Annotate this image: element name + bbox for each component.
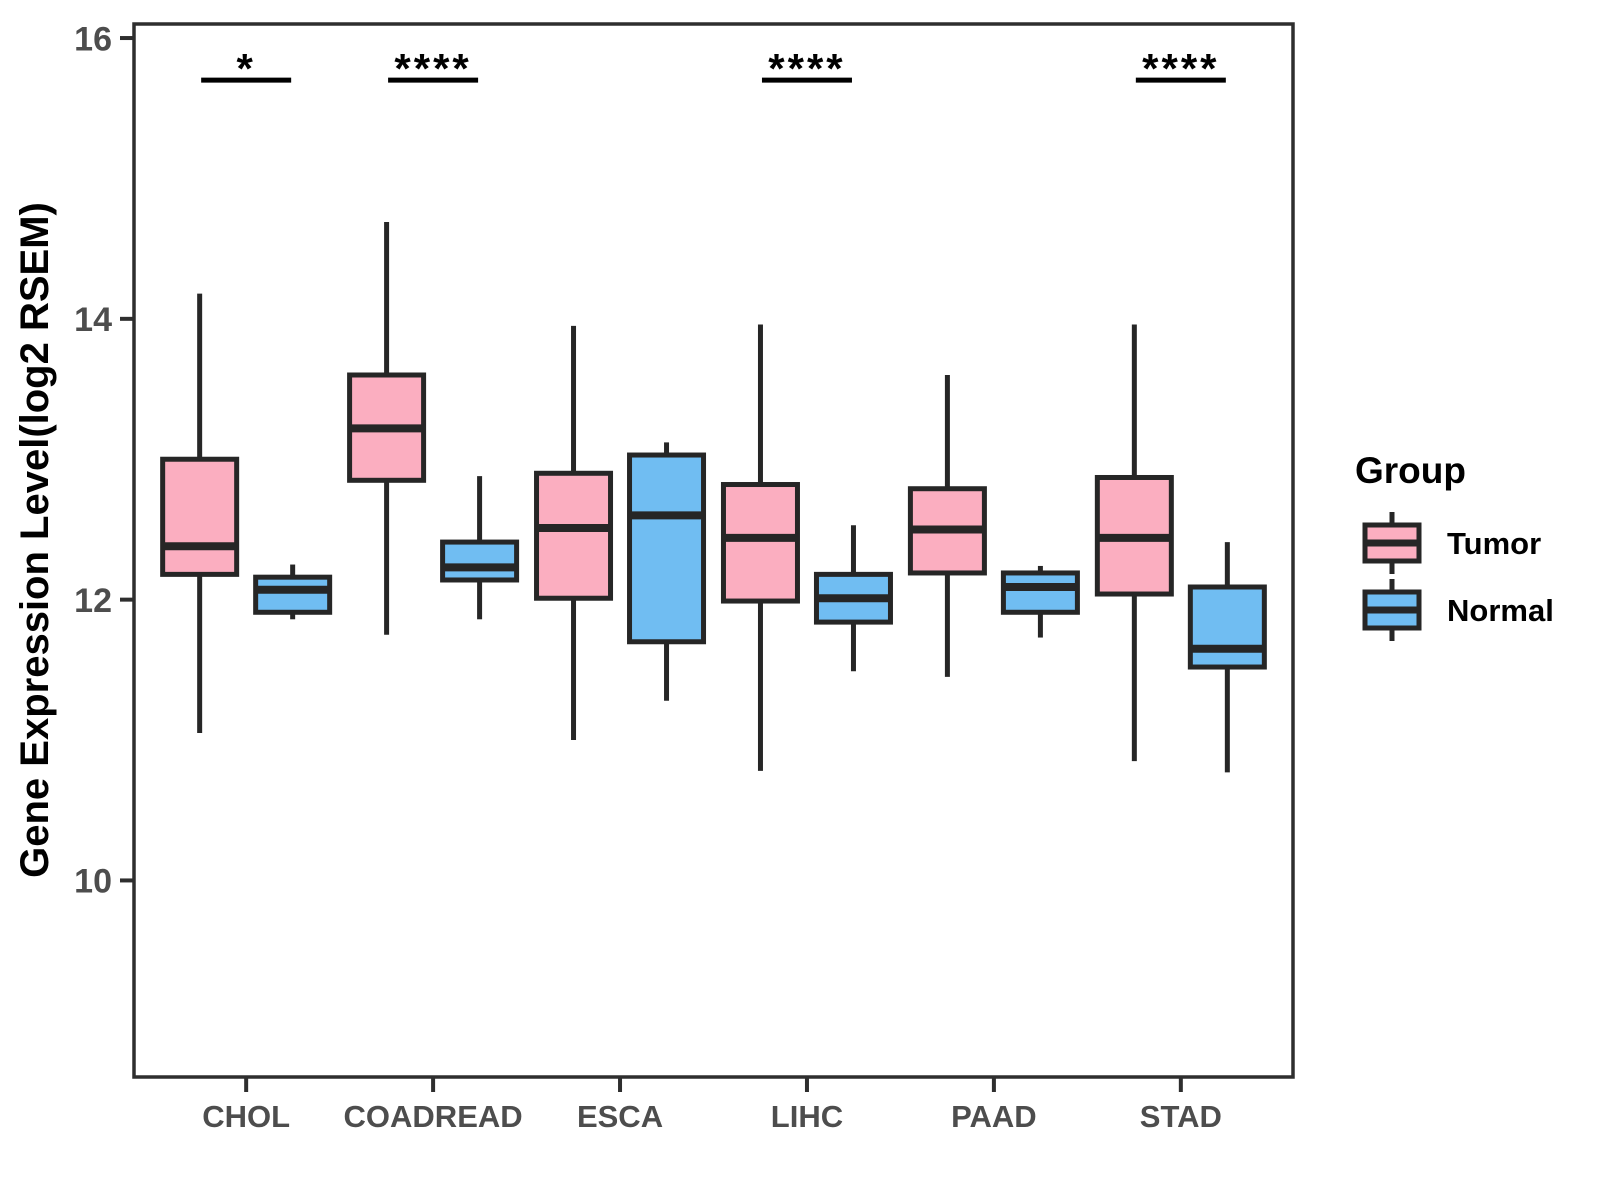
box-ESCA-Tumor: [534, 325, 614, 741]
legend-title: Group: [1355, 450, 1466, 491]
iqr-box: [253, 574, 333, 615]
x-tick-label-PAAD: PAAD: [951, 1099, 1037, 1134]
x-tick-label-CHOL: CHOL: [202, 1099, 290, 1134]
boxes-layer: [160, 221, 1267, 773]
box-LIHC-Tumor: [720, 324, 800, 771]
iqr-box: [1187, 584, 1267, 670]
iqr-box: [534, 470, 614, 601]
iqr-box: [160, 456, 240, 577]
significance-stars: ****: [394, 45, 471, 92]
iqr-box: [627, 452, 707, 645]
significance-LIHC: ****: [761, 45, 852, 92]
box-CHOL-Tumor: [160, 293, 240, 734]
significance-stars: *: [236, 45, 255, 92]
significance-CHOL: *: [201, 45, 292, 92]
box-STAD-Tumor: [1094, 324, 1174, 762]
legend-entry-normal: Normal: [1362, 579, 1554, 641]
x-tick-label-STAD: STAD: [1140, 1099, 1222, 1134]
significance-stars: ****: [768, 45, 845, 92]
y-tick-label: 10: [74, 863, 112, 901]
iqr-box: [720, 482, 800, 604]
iqr-box: [1000, 570, 1080, 615]
box-STAD-Normal: [1187, 542, 1267, 773]
significance-COADREAD: ****: [388, 45, 479, 92]
x-tick-label-COADREAD: COADREAD: [344, 1099, 523, 1134]
x-axis: CHOL COADREAD ESCA LIHC PAAD STAD: [202, 1077, 1222, 1134]
box-COADREAD-Tumor: [347, 221, 427, 635]
legend-entry-label: Tumor: [1447, 526, 1541, 561]
legend-entry-tumor: Tumor: [1362, 512, 1541, 574]
legend-entries: Tumor Normal: [1362, 512, 1554, 641]
box-PAAD-Normal: [1000, 565, 1080, 638]
legend: Group Tumor Normal: [1355, 450, 1554, 641]
box-PAAD-Tumor: [907, 375, 987, 677]
box-ESCA-Normal: [627, 442, 707, 701]
y-tick-label: 16: [74, 20, 112, 58]
y-axis: 10 12 14 16: [74, 20, 134, 901]
box-COADREAD-Normal: [440, 476, 520, 620]
x-tick-label-ESCA: ESCA: [577, 1099, 663, 1134]
y-axis-title: Gene Expression Level(log2 RSEM): [13, 202, 57, 878]
x-tick-label-LIHC: LIHC: [771, 1099, 843, 1134]
iqr-box: [440, 539, 520, 583]
significance-STAD: ****: [1135, 45, 1226, 92]
box-CHOL-Normal: [253, 564, 333, 620]
significance-layer: * **** **** ****: [201, 45, 1226, 92]
legend-entry-label: Normal: [1447, 593, 1554, 628]
y-tick-label: 12: [74, 582, 112, 620]
y-tick-label: 14: [74, 301, 112, 339]
significance-stars: ****: [1142, 45, 1219, 92]
box-LIHC-Normal: [813, 525, 893, 672]
